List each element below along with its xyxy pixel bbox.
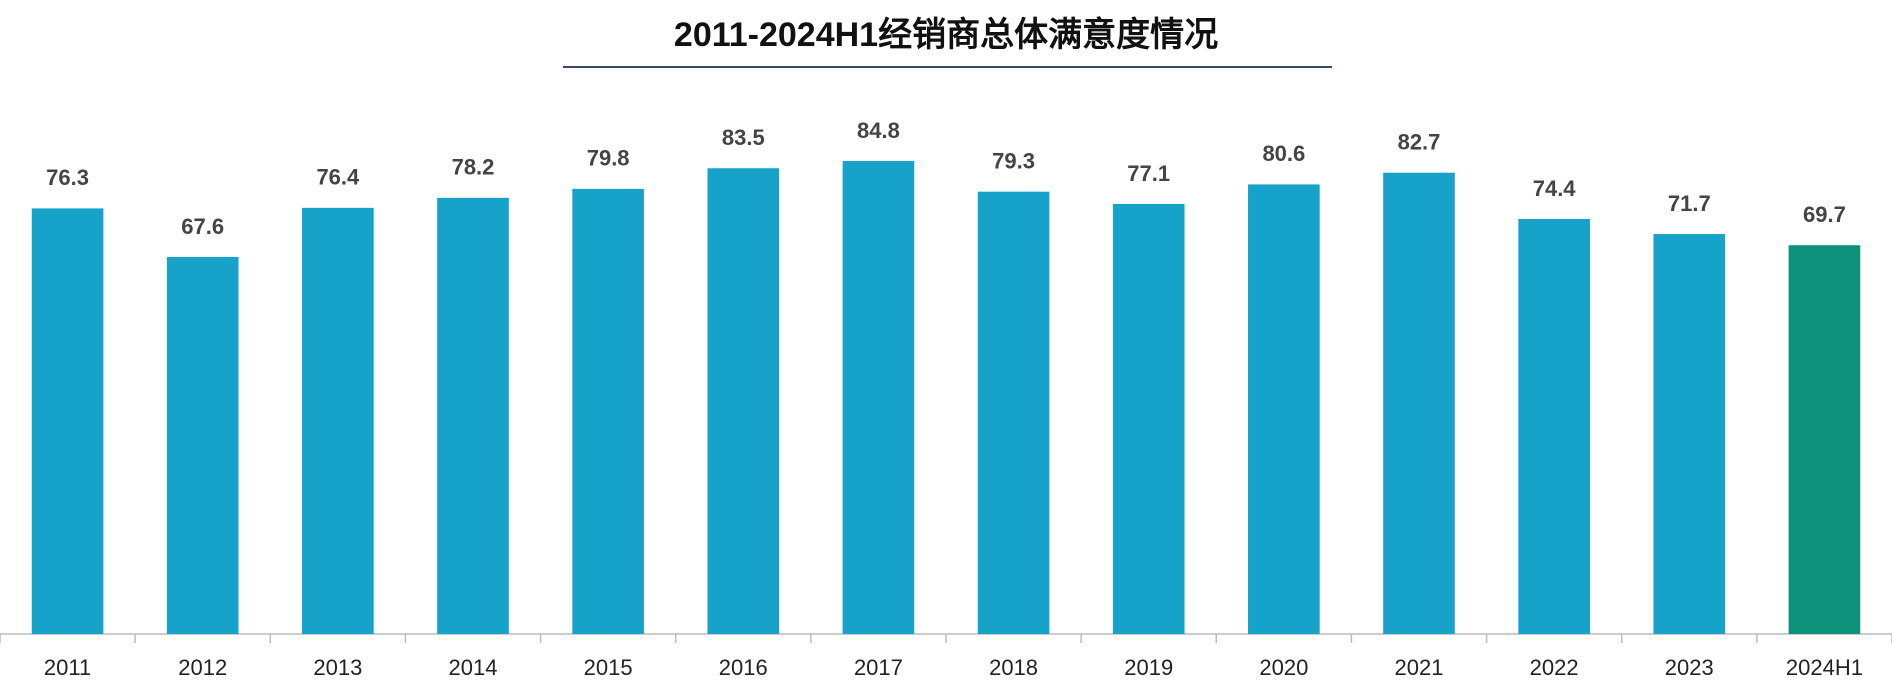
value-label: 78.2 xyxy=(452,155,495,180)
value-label: 83.5 xyxy=(722,125,765,150)
value-label: 76.3 xyxy=(46,165,89,190)
value-label: 79.8 xyxy=(587,146,630,171)
value-label: 84.8 xyxy=(857,118,900,143)
value-label: 79.3 xyxy=(992,148,1035,173)
bar xyxy=(977,191,1050,634)
x-tick-label: 2014 xyxy=(449,655,498,680)
bar xyxy=(1653,234,1726,634)
chart-title: 2011-2024H1经销商总体满意度情况 xyxy=(674,16,1218,54)
x-tick-label: 2015 xyxy=(584,655,633,680)
x-tick-label: 2012 xyxy=(178,655,227,680)
x-tick-label: 2016 xyxy=(719,655,768,680)
x-tick-label: 2011 xyxy=(44,655,91,680)
bar xyxy=(1112,203,1185,635)
bar xyxy=(1383,172,1455,634)
value-label: 69.7 xyxy=(1803,202,1846,227)
x-tick-label: 2017 xyxy=(854,655,903,680)
bar xyxy=(1248,184,1320,634)
x-tick-label: 2023 xyxy=(1665,655,1714,680)
value-label: 71.7 xyxy=(1668,191,1711,216)
value-label: 74.4 xyxy=(1533,176,1577,201)
value-label: 80.6 xyxy=(1262,141,1305,166)
bar xyxy=(572,188,644,634)
value-label: 82.7 xyxy=(1398,130,1441,155)
x-tick-label: 2018 xyxy=(989,655,1038,680)
value-label: 77.1 xyxy=(1127,161,1170,186)
x-tick-label: 2019 xyxy=(1124,655,1173,680)
x-tick-label: 2021 xyxy=(1395,655,1444,680)
bar xyxy=(707,168,780,635)
x-tick-label: 2024H1 xyxy=(1786,655,1863,680)
bar xyxy=(166,256,239,634)
value-label: 67.6 xyxy=(181,214,224,239)
bar xyxy=(31,208,104,634)
bar xyxy=(1788,245,1861,635)
bar xyxy=(302,207,374,635)
bar xyxy=(1518,219,1590,634)
x-tick-label: 2020 xyxy=(1259,655,1308,680)
x-tick-label: 2022 xyxy=(1530,655,1579,680)
bar xyxy=(437,197,509,635)
bar xyxy=(842,161,915,634)
x-tick-label: 2013 xyxy=(313,655,362,680)
value-label: 76.4 xyxy=(316,165,360,190)
